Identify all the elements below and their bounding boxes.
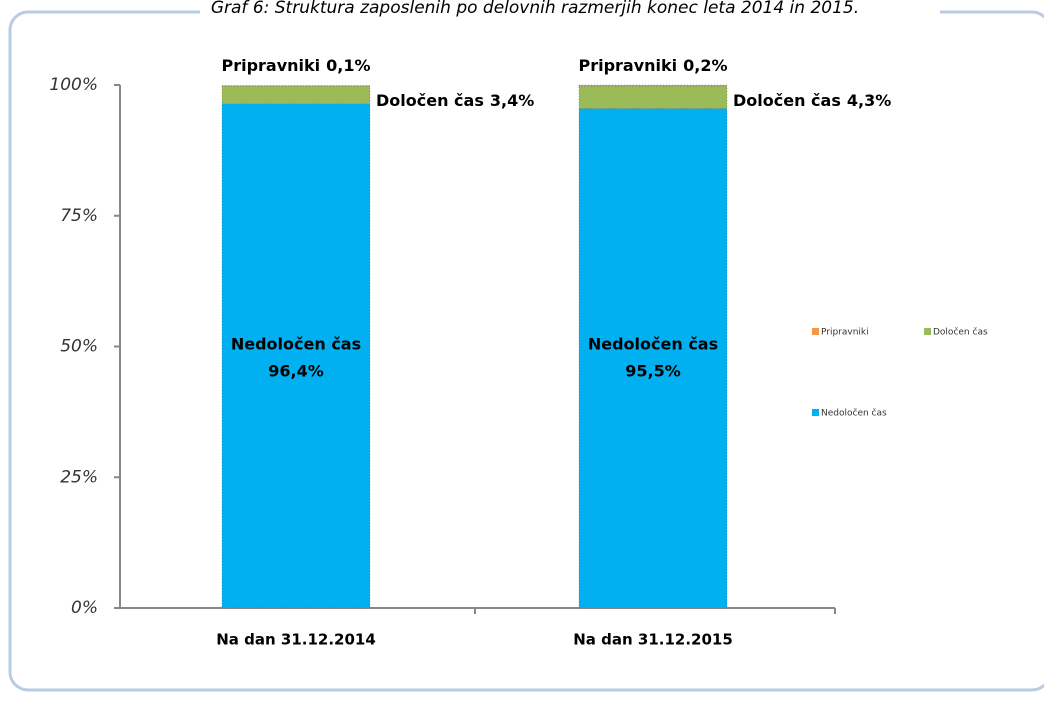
legend-label: Nedoločen čas bbox=[821, 408, 887, 419]
bar-segment bbox=[578, 85, 728, 109]
label-value: 4,3% bbox=[847, 91, 891, 110]
label-name: Določen čas bbox=[733, 91, 841, 110]
label-value: 0,2% bbox=[683, 56, 727, 75]
bar-segment bbox=[221, 103, 371, 609]
bar-segment bbox=[578, 108, 728, 609]
legend-swatch bbox=[924, 328, 931, 335]
legend-label: Določen čas bbox=[933, 327, 988, 338]
label-value: 3,4% bbox=[490, 91, 534, 110]
y-tick-label: 0% bbox=[71, 598, 98, 618]
x-tick-label: Na dan 31.12.2015 bbox=[573, 631, 733, 649]
bar-segment bbox=[578, 84, 728, 87]
legend-swatch bbox=[812, 328, 819, 335]
data-label: Pripravniki 0,1% bbox=[221, 56, 370, 75]
bar-segment bbox=[221, 85, 371, 87]
chart-title: Graf 6: Struktura zaposlenih po delovnih… bbox=[211, 0, 859, 18]
y-tick-label: 50% bbox=[60, 337, 98, 357]
data-label-name: Nedoločen čas bbox=[588, 335, 718, 354]
x-tick-label: Na dan 31.12.2014 bbox=[216, 631, 376, 649]
frame bbox=[8, 10, 1044, 692]
data-label: Določen čas 3,4% bbox=[376, 91, 534, 110]
title-bg bbox=[200, 0, 940, 20]
label-value: 0,1% bbox=[326, 56, 370, 75]
data-label: Določen čas 4,3% bbox=[733, 91, 891, 110]
legend-swatch bbox=[812, 409, 819, 416]
legend-label: Pripravniki bbox=[821, 328, 869, 338]
y-tick-label: 25% bbox=[60, 467, 98, 487]
label-name: Določen čas bbox=[376, 91, 484, 110]
y-tick-label: 75% bbox=[60, 206, 98, 226]
bar-segment bbox=[221, 85, 371, 105]
data-label-name: Nedoločen čas bbox=[231, 335, 361, 354]
data-label: 95,5% bbox=[625, 362, 681, 381]
data-label: Pripravniki 0,2% bbox=[578, 56, 727, 75]
label-name: Pripravniki bbox=[221, 56, 320, 75]
label-name: Pripravniki bbox=[578, 56, 677, 75]
data-label: 96,4% bbox=[268, 362, 324, 381]
y-tick-label: 100% bbox=[49, 75, 98, 95]
